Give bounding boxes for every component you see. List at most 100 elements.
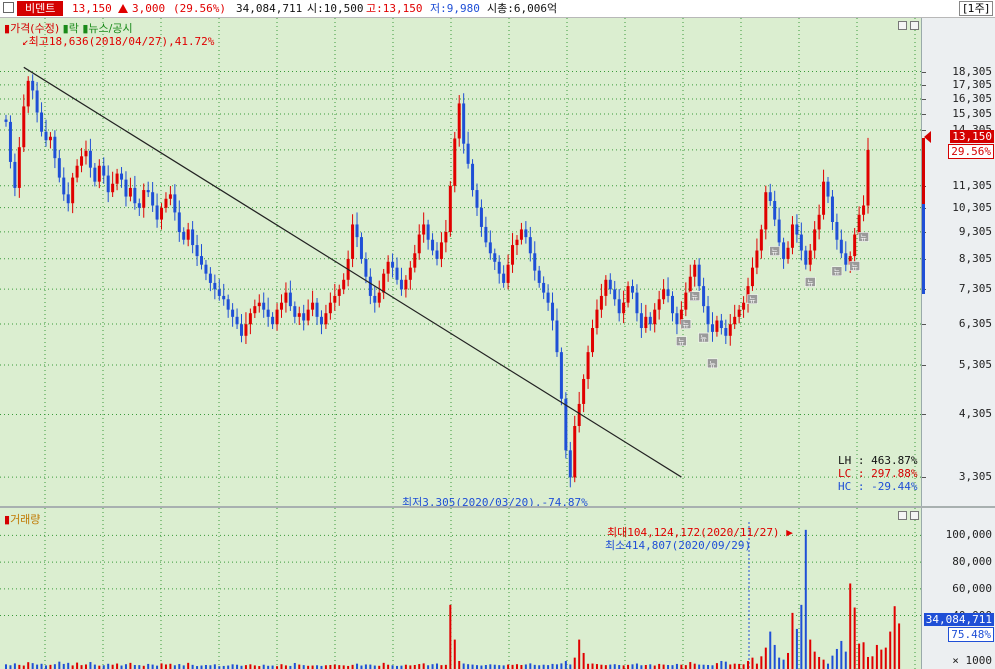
volume-bar [724,661,727,669]
volume-bar [622,665,625,669]
volume-bar [538,665,541,669]
volume-bar [31,663,34,669]
price-tick-mark [922,71,926,73]
candle-body [608,279,612,290]
candle-body [288,292,292,307]
pane-maximize-button[interactable] [910,21,919,30]
volume-bar [67,662,70,669]
candle-body [102,165,106,176]
candle [635,284,639,322]
candle [773,190,777,227]
volume-bar [378,665,381,669]
candle-body [759,229,763,251]
volume-pane-minimize-button[interactable] [898,511,907,520]
volume-gridlines [0,508,921,669]
volume-bar [111,664,114,669]
candle-body [617,299,621,314]
price-y-axis[interactable]: 3,305 4,305 5,305 6,305 7,305 8,305 9,305 10,30… [921,18,995,506]
volume-chart-pane[interactable]: ▮거래량 최대104,124,172(2020/11/27) ▶ 최소414,8… [0,508,921,669]
volume-legend[interactable]: ▮거래량 [4,513,41,526]
candle-body [40,112,44,132]
pane-minimize-button[interactable] [898,21,907,30]
volume-bar [578,639,581,669]
stat-lh: LH : 463.87% [838,454,918,467]
candle [231,303,235,327]
candle-body [786,247,790,259]
legend-item-lock[interactable]: ▮락 [62,22,79,35]
candle [835,213,839,250]
volume-bar [804,529,807,669]
candle-body [84,150,88,157]
candle [639,303,643,338]
candle-body [444,231,448,243]
legend-item-price[interactable]: ▮가격(수정) [4,22,60,35]
volume-bar [267,665,270,669]
candle-body [857,214,861,235]
candle [373,285,377,313]
candle [826,176,830,204]
period-stats: LH : 463.87% LC : 297.88% HC : -29.44% [838,454,917,493]
candle-body [679,309,683,325]
volume-bar [440,665,443,669]
candle-body [768,192,772,201]
select-checkbox[interactable] [3,2,14,13]
volume-pane-maximize-button[interactable] [910,511,919,520]
candle-body [835,221,839,240]
current-price: 13,150 [72,2,112,15]
pane-separator[interactable] [0,506,995,508]
volume-bar [187,662,190,669]
volume-bar [595,664,598,669]
stock-name[interactable]: 비덴트 [17,1,64,16]
price-legend: ▮가격(수정) ▮락 ▮뉴스/공시 [4,20,133,36]
max-price-annotation: ↙최고18,636(2018/04/27),41.72% [22,35,215,48]
candle [453,131,457,193]
candle-body [479,207,483,227]
volume-bar [258,666,261,669]
candle [684,282,688,317]
last-volume-tag: 34,084,711 [923,613,994,626]
candle [408,261,412,290]
news-icon: 뉴 [698,332,709,343]
volume-bar [244,665,247,669]
candle-body [151,192,155,206]
candle [755,238,759,275]
price-tick-label: 10,305 [952,200,992,214]
volume-bar [71,665,74,669]
candle-body [355,224,359,238]
volume-bar [347,665,350,669]
candle [799,222,803,261]
candle-body [377,292,381,303]
news-icon-box [831,266,843,276]
candle [515,235,519,255]
news-icon-box [698,332,709,343]
candle [293,301,297,324]
candle [142,183,146,218]
candle [573,415,577,483]
candle-body [257,302,261,307]
volume-bar [658,663,661,669]
candle-body [737,309,741,317]
candle-body [666,289,670,296]
candle [466,131,470,169]
candle [670,291,674,322]
candle [235,308,239,330]
candle [444,219,448,253]
candle-body [582,378,586,404]
volume-bar [27,662,30,669]
candle-body [297,313,301,317]
period-selector[interactable]: [1주] [959,1,993,16]
candle [182,227,186,245]
candle [719,313,723,335]
candle [808,243,812,272]
legend-item-news[interactable]: ▮뉴스/공시 [82,22,133,35]
volume-bar [369,664,372,669]
candle [302,304,306,331]
volume-bar [600,664,603,669]
volume-bar [5,664,7,669]
volume-bar [840,640,843,669]
candle [759,224,763,259]
volume-bar [631,664,634,669]
volume-bar [653,665,656,669]
